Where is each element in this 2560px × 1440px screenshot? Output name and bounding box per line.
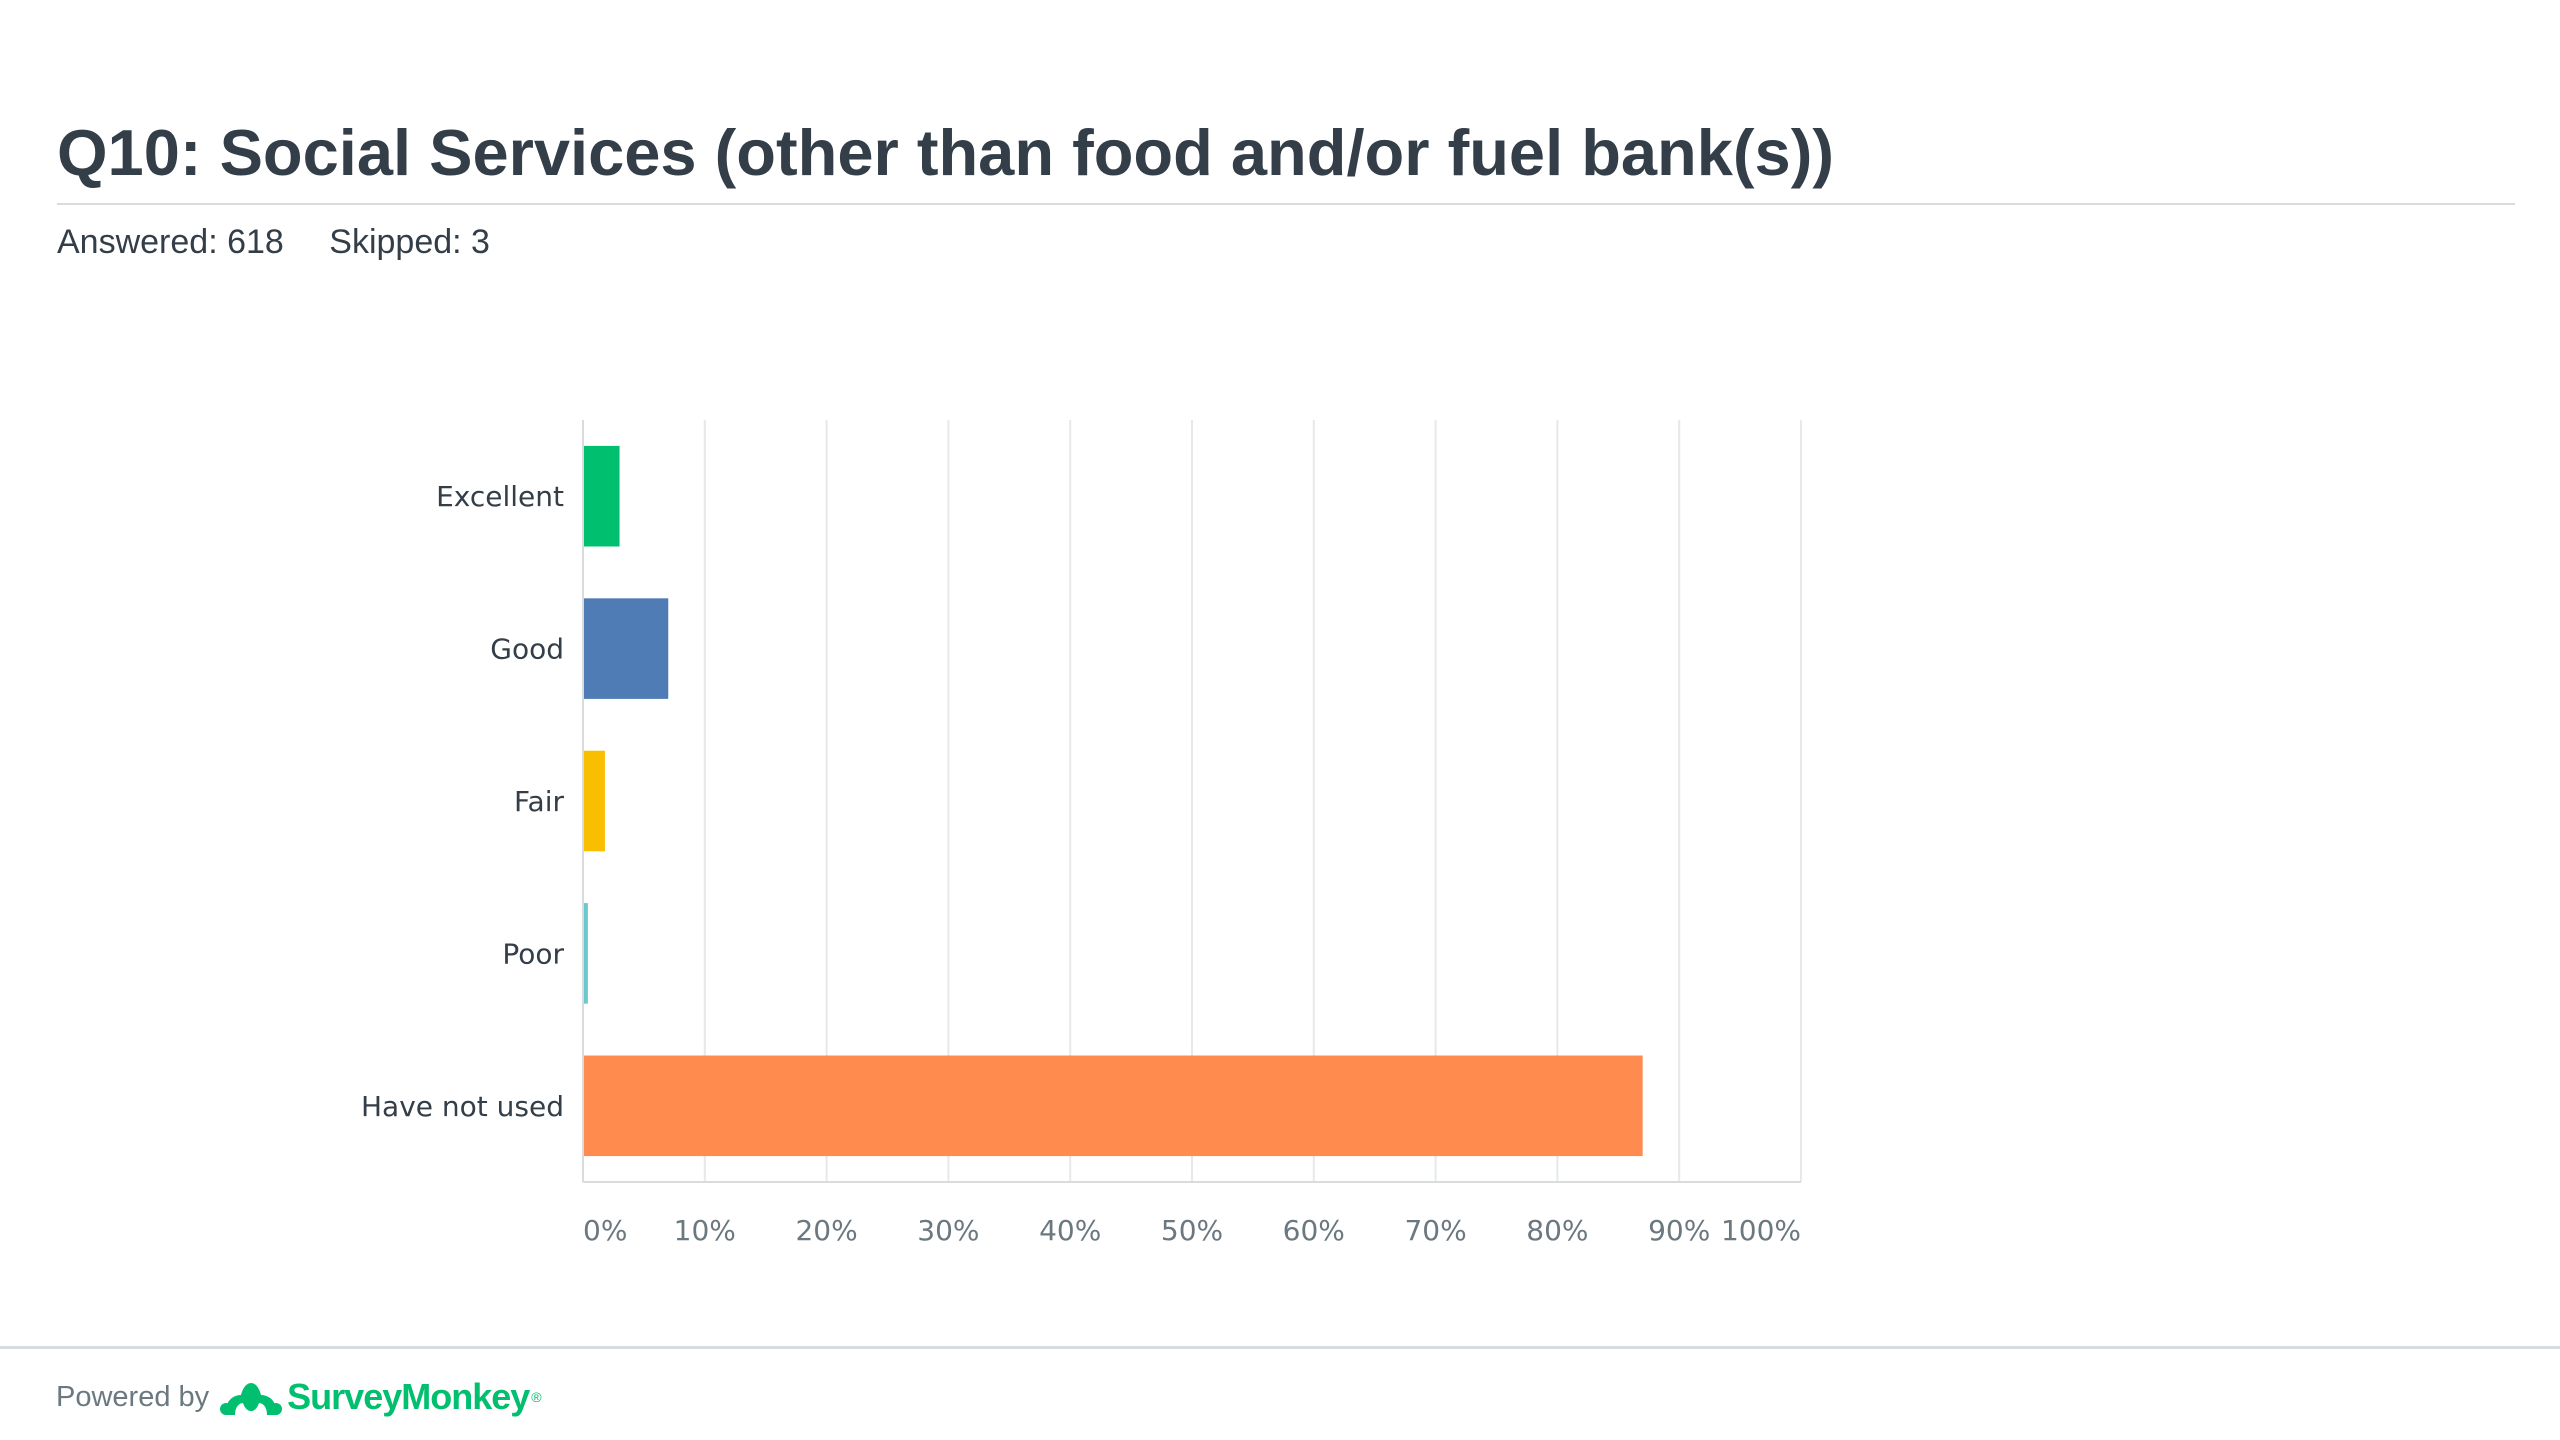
page-title: Q10: Social Services (other than food an… — [57, 116, 1834, 189]
response-stats: Answered: 618 Skipped: 3 — [57, 220, 526, 264]
x-tick-label: 70% — [1404, 1214, 1466, 1247]
bar-good — [583, 598, 669, 699]
powered-by-label: Powered by — [56, 1380, 210, 1413]
title-divider — [57, 203, 2515, 205]
registered-mark: ® — [531, 1389, 542, 1405]
skipped-count: Skipped: 3 — [329, 223, 490, 261]
category-label: Good — [490, 633, 564, 666]
x-tick-label: 20% — [795, 1214, 857, 1247]
x-tick-label: 100% — [1721, 1214, 1801, 1247]
surveymonkey-brand: SurveyMonkey — [287, 1376, 530, 1417]
tick-labels: 0% 10% 20% 30% 40% 50% 60% 70% 80% 90% 100% — [583, 1214, 1801, 1247]
bar-have-not-used — [583, 1055, 1643, 1157]
bar-excellent — [583, 445, 620, 547]
x-tick-label: 10% — [674, 1214, 736, 1247]
surveymonkey-logo-icon — [220, 1383, 283, 1415]
category-label: Have not used — [361, 1090, 564, 1123]
x-tick-label: 30% — [917, 1214, 979, 1247]
x-tick-label: 0% — [583, 1214, 627, 1247]
footer-divider — [0, 1346, 2560, 1349]
x-tick-label: 60% — [1283, 1214, 1345, 1247]
answered-count: Answered: 618 — [57, 223, 284, 261]
bar-poor — [583, 903, 588, 1004]
x-tick-label: 50% — [1161, 1214, 1223, 1247]
axes — [582, 420, 1801, 1183]
category-labels: Excellent Good Fair Poor Have not used — [361, 480, 564, 1123]
category-label: Excellent — [436, 480, 564, 513]
bars — [583, 445, 1643, 1157]
footer: Powered by SurveyMonkey ® — [56, 1372, 542, 1422]
x-tick-label: 40% — [1039, 1214, 1101, 1247]
category-label: Fair — [514, 785, 564, 818]
category-label: Poor — [502, 937, 564, 970]
x-tick-label: 80% — [1526, 1214, 1588, 1247]
bar-chart: Excellent Good Fair Poor Have not used 0% 10%… — [361, 420, 1802, 1247]
x-tick-label: 90% — [1648, 1214, 1710, 1247]
gridlines — [703, 420, 1802, 1182]
bar-fair — [583, 750, 605, 852]
